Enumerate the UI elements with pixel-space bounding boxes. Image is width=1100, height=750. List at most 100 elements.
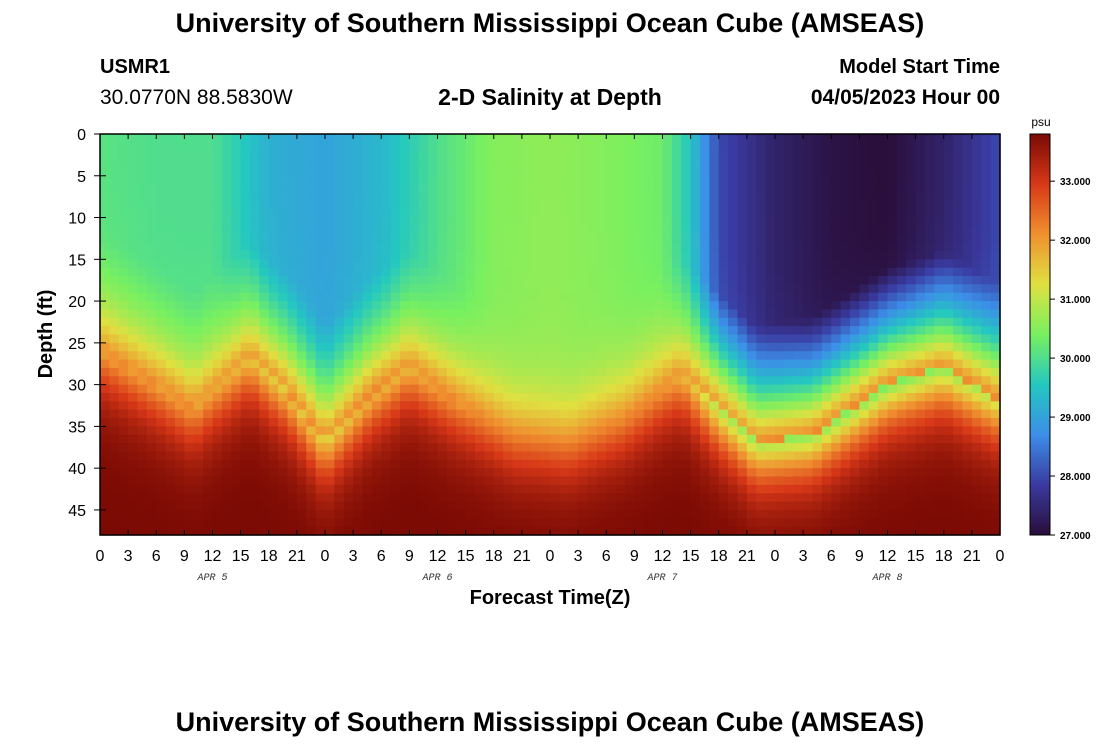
heatmap-cell xyxy=(981,443,992,453)
heatmap-cell xyxy=(259,367,270,377)
heatmap-cell xyxy=(718,276,729,285)
heatmap-cell xyxy=(756,200,767,210)
heatmap-cell xyxy=(709,526,720,536)
heatmap-cell xyxy=(887,418,898,427)
heatmap-cell xyxy=(296,242,307,252)
heatmap-cell xyxy=(165,242,176,252)
heatmap-cell xyxy=(512,493,523,503)
heatmap-cell xyxy=(418,175,429,185)
heatmap-cell xyxy=(165,443,176,453)
heatmap-cell xyxy=(503,267,514,277)
heatmap-cell xyxy=(578,184,589,194)
heatmap-cell xyxy=(803,409,814,419)
heatmap-cell xyxy=(418,451,429,461)
heatmap-cell xyxy=(146,501,157,511)
heatmap-cell xyxy=(550,309,560,319)
heatmap-cell xyxy=(100,418,110,427)
heatmap-cell xyxy=(643,301,654,311)
heatmap-cell xyxy=(615,334,626,344)
heatmap-cell xyxy=(990,167,1001,177)
heatmap-cell xyxy=(353,493,364,503)
heatmap-cell xyxy=(700,209,710,219)
heatmap-cell xyxy=(859,409,870,419)
heatmap-cell xyxy=(662,468,673,478)
heatmap-cell xyxy=(596,451,607,461)
heatmap-cell xyxy=(146,142,157,152)
heatmap-cell xyxy=(765,501,776,511)
heatmap-cell xyxy=(803,250,814,260)
heatmap-cell xyxy=(821,276,832,285)
heatmap-cell xyxy=(278,309,289,319)
heatmap-cell xyxy=(990,184,1001,194)
heatmap-cell xyxy=(334,159,345,169)
heatmap-cell xyxy=(878,326,889,336)
heatmap-cell xyxy=(353,367,364,377)
heatmap-cell xyxy=(578,359,589,369)
heatmap-cell xyxy=(381,150,392,160)
heatmap-cell xyxy=(681,142,692,152)
heatmap-cell xyxy=(146,351,157,361)
heatmap-cell xyxy=(184,351,195,361)
heatmap-cell xyxy=(615,192,626,202)
heatmap-cell xyxy=(765,509,776,519)
heatmap-cell xyxy=(812,142,823,152)
heatmap-cell xyxy=(953,509,964,519)
heatmap-cell xyxy=(184,334,195,344)
heatmap-cell xyxy=(390,134,401,143)
heatmap-cell xyxy=(184,292,195,302)
heatmap-cell xyxy=(540,434,551,444)
heatmap-cell xyxy=(259,134,270,143)
heatmap-cell xyxy=(878,217,889,227)
heatmap-cell xyxy=(175,309,185,319)
heatmap-cell xyxy=(737,451,748,461)
heatmap-cell xyxy=(475,317,485,327)
heatmap-cell xyxy=(709,342,720,352)
heatmap-cell xyxy=(100,367,110,377)
heatmap-cell xyxy=(212,426,223,436)
heatmap-cell xyxy=(428,476,439,486)
heatmap-cell xyxy=(184,518,195,528)
heatmap-cell xyxy=(793,526,804,536)
heatmap-cell xyxy=(878,200,889,210)
heatmap-cell xyxy=(896,367,907,377)
heatmap-cell xyxy=(925,409,935,419)
heatmap-cell xyxy=(868,200,879,210)
heatmap-cell xyxy=(240,476,251,486)
heatmap-cell xyxy=(578,309,589,319)
heatmap-cell xyxy=(765,359,776,369)
heatmap-cell xyxy=(400,451,410,461)
heatmap-cell xyxy=(400,476,410,486)
heatmap-cell xyxy=(184,509,195,519)
heatmap-cell xyxy=(465,259,476,269)
heatmap-cell xyxy=(325,476,335,486)
heatmap-cell xyxy=(343,434,354,444)
heatmap-cell xyxy=(175,476,185,486)
heatmap-cell xyxy=(990,418,1001,427)
heatmap-cell xyxy=(128,426,139,436)
heatmap-cell xyxy=(765,200,776,210)
heatmap-cell xyxy=(418,443,429,453)
heatmap-cell xyxy=(475,401,485,411)
heatmap-cell xyxy=(353,518,364,528)
heatmap-cell xyxy=(596,384,607,394)
heatmap-cell xyxy=(493,175,504,185)
colorbar-tick-label: 32.000 xyxy=(1060,236,1091,247)
heatmap-cell xyxy=(887,459,898,469)
heatmap-cell xyxy=(578,134,589,143)
heatmap-cell xyxy=(971,292,982,302)
heatmap-cell xyxy=(971,418,982,427)
heatmap-cell xyxy=(550,426,560,436)
heatmap-cell xyxy=(259,493,270,503)
heatmap-cell xyxy=(550,367,560,377)
heatmap-cell xyxy=(812,526,823,536)
heatmap-cell xyxy=(878,150,889,160)
heatmap-cell xyxy=(175,426,185,436)
heatmap-cell xyxy=(700,250,710,260)
heatmap-cell xyxy=(643,150,654,160)
heatmap-cell xyxy=(615,468,626,478)
heatmap-cell xyxy=(428,292,439,302)
heatmap-cell xyxy=(634,526,645,536)
heatmap-cell xyxy=(512,367,523,377)
heatmap-cell xyxy=(981,418,992,427)
heatmap-cell xyxy=(803,309,814,319)
